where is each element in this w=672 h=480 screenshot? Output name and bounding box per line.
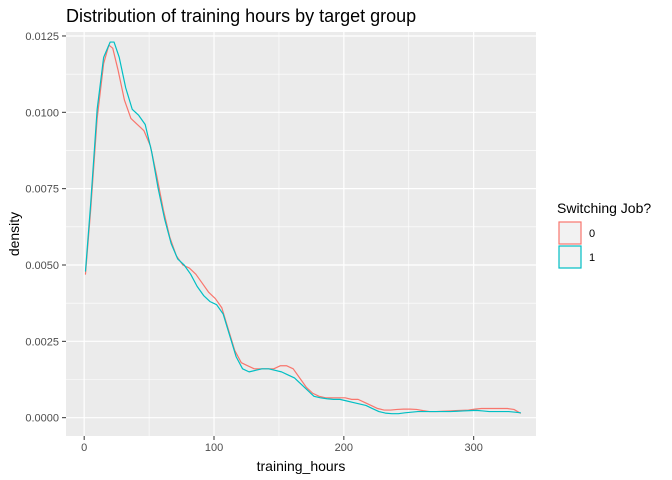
chart-title: Distribution of training hours by target… xyxy=(66,6,416,26)
legend-title: Switching Job? xyxy=(557,200,651,216)
x-axis-title: training_hours xyxy=(257,458,346,474)
y-tick-label: 0.0025 xyxy=(25,336,59,348)
legend-key-1 xyxy=(558,245,582,269)
y-tick-label: 0.0100 xyxy=(25,107,59,119)
y-tick-label: 0.0075 xyxy=(25,184,59,196)
y-tick-label: 0.0000 xyxy=(25,413,59,425)
x-tick-label: 300 xyxy=(464,442,482,454)
legend-label-1: 1 xyxy=(589,252,595,264)
y-axis-title: density xyxy=(6,212,22,256)
legend-items: 01 xyxy=(558,221,595,269)
gridlines xyxy=(66,32,536,436)
y-axis-ticks: 0.0000 0.0025 0.0050 0.0075 0.0100 0.0125 xyxy=(25,31,66,425)
y-tick-label: 0.0125 xyxy=(25,31,59,43)
x-tick-label: 0 xyxy=(81,442,87,454)
legend-label-0: 0 xyxy=(589,228,595,240)
x-tick-label: 200 xyxy=(335,442,353,454)
plot-panel xyxy=(66,32,536,436)
legend: Switching Job? 01 xyxy=(557,200,651,269)
series-line-1 xyxy=(84,41,522,415)
x-axis-ticks: 0 100 200 300 xyxy=(81,436,483,454)
x-tick-label: 100 xyxy=(205,442,223,454)
legend-key-0 xyxy=(558,221,582,245)
series-layer xyxy=(84,41,522,415)
y-tick-label: 0.0050 xyxy=(25,260,59,272)
